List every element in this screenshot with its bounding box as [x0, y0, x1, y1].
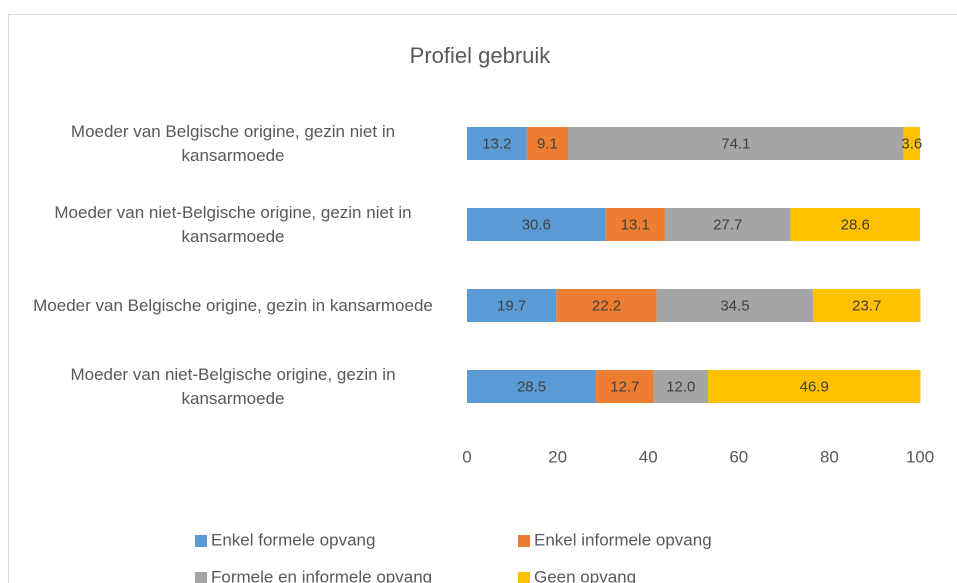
chart-title: Profiel gebruik — [410, 43, 552, 68]
data-label: 28.6 — [841, 216, 870, 233]
data-label: 19.7 — [497, 297, 526, 314]
legend-swatch — [518, 535, 530, 547]
category-label: Moeder van niet-Belgische origine, gezin… — [70, 364, 396, 408]
legend-label: Formele en informele opvang — [211, 567, 432, 583]
category-label: Moeder van Belgische origine, gezin niet… — [70, 121, 396, 165]
category-label: Moeder van Belgische origine, gezin in k… — [33, 295, 433, 315]
bar-segment — [556, 289, 657, 322]
x-tick-label: 20 — [548, 447, 567, 466]
legend-swatch — [518, 572, 530, 583]
data-label: 28.5 — [517, 378, 546, 395]
category-label: Moeder van niet-Belgische origine, gezin… — [54, 202, 412, 246]
bar-segment — [467, 370, 597, 403]
legend-label: Enkel informele opvang — [534, 530, 712, 549]
x-tick-label: 80 — [820, 447, 839, 466]
data-label: 22.2 — [592, 297, 621, 314]
bar-segment — [790, 208, 920, 241]
data-label: 30.6 — [522, 216, 551, 233]
bar-segment — [903, 127, 920, 160]
bar-segment — [596, 370, 654, 403]
legend-swatch — [195, 572, 207, 583]
bar-segment — [653, 370, 708, 403]
bar-segment — [568, 127, 904, 160]
data-label: 46.9 — [800, 378, 829, 395]
bar-segment — [467, 127, 527, 160]
bar-segment — [813, 289, 921, 322]
x-tick-label: 100 — [906, 447, 934, 466]
x-tick-label: 60 — [729, 447, 748, 466]
bar-segment — [656, 289, 814, 322]
legend-swatch — [195, 535, 207, 547]
x-tick-label: 40 — [639, 447, 658, 466]
chart-border — [8, 14, 957, 583]
data-label: 13.2 — [482, 135, 511, 152]
bar-segment — [707, 370, 921, 403]
data-label: 9.1 — [537, 135, 558, 152]
data-label: 74.1 — [721, 135, 750, 152]
bar-segment — [467, 289, 557, 322]
legend-label: Geen opvang — [534, 567, 636, 583]
bar-segment — [467, 208, 606, 241]
data-label: 3.6 — [901, 135, 922, 152]
bar-segment — [605, 208, 665, 241]
data-label: 27.7 — [713, 216, 742, 233]
x-tick-label: 0 — [462, 447, 471, 466]
data-label: 23.7 — [852, 297, 881, 314]
data-label: 12.0 — [666, 378, 695, 395]
bar-segment — [664, 208, 791, 241]
data-label: 13.1 — [621, 216, 650, 233]
data-label: 34.5 — [720, 297, 749, 314]
data-label: 12.7 — [610, 378, 639, 395]
bar-segment — [526, 127, 569, 160]
legend-label: Enkel formele opvang — [211, 530, 375, 549]
